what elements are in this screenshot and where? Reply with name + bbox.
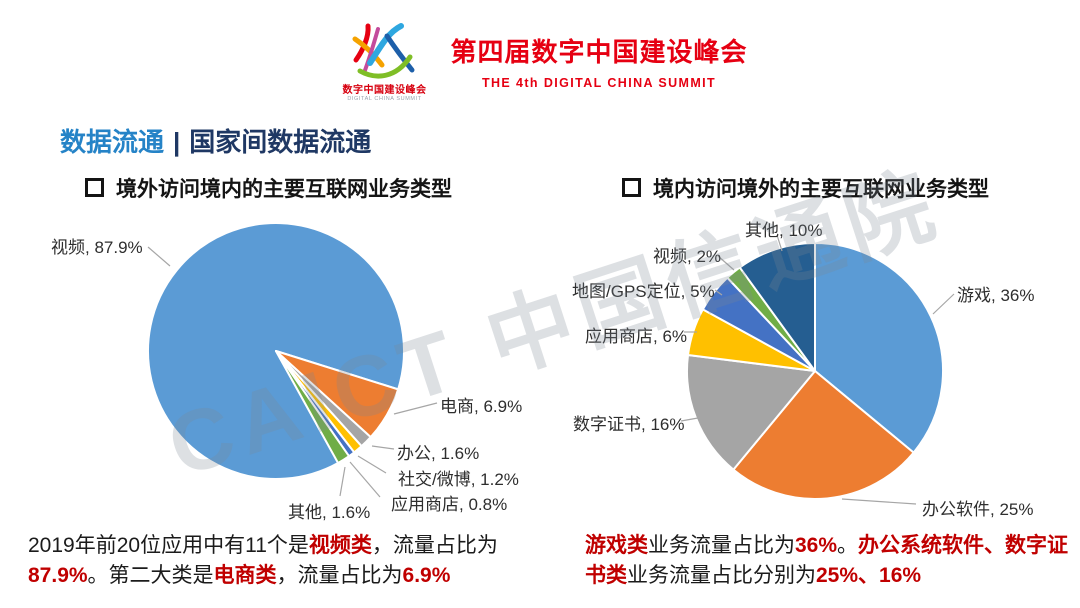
header: 数字中国建设峰会 DIGITAL CHINA SUMMIT 第四届数字中国建设峰… (0, 22, 1080, 102)
pie-slice-其他 (738, 242, 816, 372)
slide-title-secondary: 国家间数据流通 (189, 127, 372, 157)
pie-label: 数字证书, 16% (573, 415, 685, 434)
pie-slice-游戏 (814, 242, 944, 454)
pie-slices (686, 242, 944, 500)
summit-titles: 第四届数字中国建设峰会 THE 4th DIGITAL CHINA SUMMIT (450, 22, 747, 90)
pie-label: 地图/GPS定位, 5% (572, 282, 715, 301)
pie-chart-right (680, 234, 955, 505)
note-segment: ，流量占比为 (276, 564, 403, 587)
note-segment-highlight: 办公系统软件、数字证书类 (585, 534, 1069, 587)
logo-caption-cn: 数字中国建设峰会 (342, 85, 427, 96)
slide-title-separator: | (173, 127, 181, 157)
pie-slice-办公软件 (732, 370, 915, 500)
note-segment: 业务流量占比分别为 (627, 564, 816, 587)
note-segment-highlight: 87.9% (28, 564, 88, 587)
pie-label: 社交/微博, 1.2% (398, 470, 519, 489)
pie-label: 其他, 10% (745, 221, 823, 240)
note-segment-highlight: 25%、16% (816, 564, 922, 587)
pie-slices (147, 222, 405, 480)
chart-title: 境外访问境内的主要互联网业务类型 (85, 173, 452, 203)
summit-title-en: THE 4th DIGITAL CHINA SUMMIT (481, 76, 717, 90)
summit-title-cn: 第四届数字中国建设峰会 (450, 37, 748, 67)
slide-title-primary: 数据流通 (60, 127, 165, 157)
bullet-square-icon (622, 178, 641, 197)
chart-domestic-to-outbound: 境内访问境外的主要互联网业务类型 其他, 10% 视频, 2% 地图/GPS定位… (550, 165, 1070, 520)
note-segment-highlight: 36% (795, 534, 838, 557)
pie-label: 办公, 1.6% (397, 444, 480, 463)
chart-outbound-to-domestic: 境外访问境内的主要互联网业务类型 视频, 87.9% 电商, 6.9% 办公, … (20, 165, 530, 522)
pie-label: 办公软件, 25% (922, 500, 1034, 519)
leader-lines (147, 246, 438, 498)
note-segment-highlight: 6.9% (402, 564, 451, 587)
note-segment-highlight: 视频类 (308, 534, 372, 557)
pie-chart-left (147, 222, 438, 498)
pie-label: 应用商店, 6% (585, 327, 688, 346)
pie-label: 应用商店, 0.8% (391, 495, 508, 514)
note-left: 2019年前20位应用中有11个是视频类，流量占比为87.9%。第二大类是电商类… (28, 531, 498, 591)
note-segment-highlight: 电商类 (213, 564, 277, 587)
pie-label: 游戏, 36% (957, 286, 1035, 305)
logo-caption-en: DIGITAL CHINA SUMMIT (347, 96, 422, 102)
chart-title-text: 境外访问境内的主要互联网业务类型 (116, 178, 452, 201)
summit-logo-icon (352, 23, 415, 79)
pie-label: 视频, 2% (653, 247, 722, 266)
slide-title: 数据流通 | 国家间数据流通 (60, 122, 371, 159)
note-segment: 。第二大类是 (87, 564, 214, 587)
note-segment: 。 (837, 534, 859, 557)
chart-title-text: 境内访问境外的主要互联网业务类型 (653, 178, 989, 201)
pie-slice-其他 (275, 350, 350, 464)
pie-label: 电商, 6.9% (440, 397, 523, 416)
note-segment-highlight: 游戏类 (585, 534, 648, 557)
leader-lines (680, 234, 955, 505)
summit-logo: 数字中国建设峰会 DIGITAL CHINA SUMMIT (332, 22, 436, 102)
note-segment: 2019年前20位应用中有11个是 (28, 534, 309, 557)
bullet-square-icon (85, 178, 104, 197)
note-segment: 业务流量占比为 (648, 534, 795, 557)
pie-label: 其他, 1.6% (288, 503, 371, 522)
chart-title: 境内访问境外的主要互联网业务类型 (622, 173, 989, 203)
pie-label: 视频, 87.9% (51, 238, 143, 257)
note-right: 游戏类业务流量占比为36%。办公系统软件、数字证书类业务流量占比分别为25%、1… (585, 531, 1071, 591)
note-segment: ，流量占比为 (371, 534, 498, 557)
